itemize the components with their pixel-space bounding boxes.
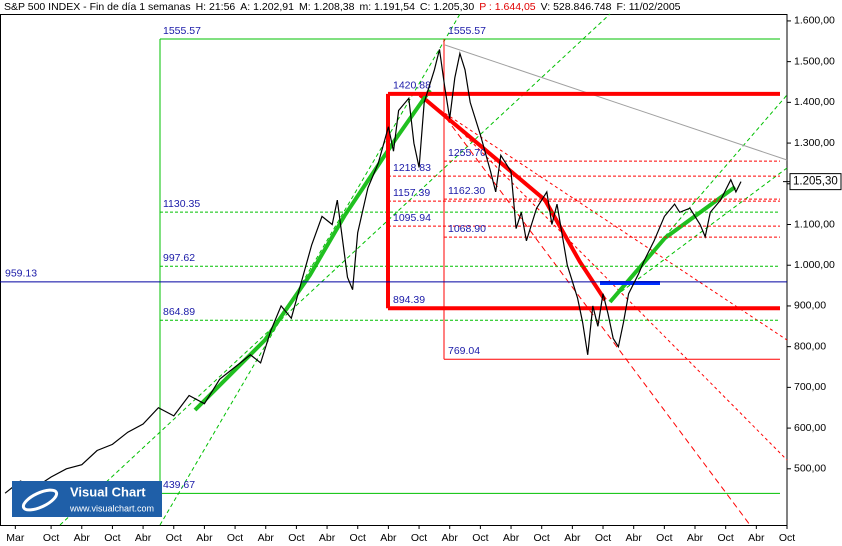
y-tick-label: 1.500,00 bbox=[794, 55, 835, 67]
x-tick-label: Oct bbox=[656, 532, 672, 544]
down-trend bbox=[418, 93, 607, 302]
header-stat: P : 1.644,05 bbox=[479, 1, 536, 13]
x-tick-label: Abr bbox=[319, 532, 336, 544]
x-tick-label: Mar bbox=[6, 532, 25, 544]
header-stat: H: 21:56 bbox=[196, 1, 236, 13]
y-tick-label: 1.100,00 bbox=[794, 218, 835, 230]
plot-frame bbox=[0, 14, 788, 526]
support-label: 959.13 bbox=[5, 268, 37, 280]
y-tick-label: 1.000,00 bbox=[794, 259, 835, 271]
fan-line bbox=[609, 167, 788, 301]
level-label: 1420.88 bbox=[393, 80, 431, 92]
x-tick-label: Abr bbox=[687, 532, 704, 544]
header-stat: C: 1.205,30 bbox=[420, 1, 474, 13]
level-label: 894.39 bbox=[393, 294, 425, 306]
fan-line bbox=[59, 13, 611, 526]
x-tick-label: Oct bbox=[166, 532, 182, 544]
up-trend bbox=[193, 88, 432, 412]
x-tick-label: Abr bbox=[503, 532, 520, 544]
header: S&P 500 INDEX - Fin de día 1 semanas H: 2… bbox=[4, 1, 681, 13]
logo-name: Visual Chart bbox=[70, 484, 146, 499]
x-tick-label: Oct bbox=[350, 532, 366, 544]
level-label: 1555.57 bbox=[448, 25, 486, 37]
y-tick-label: 900,00 bbox=[794, 300, 826, 312]
header-stat: V: 528.846.748 bbox=[541, 1, 612, 13]
x-tick-label: Abr bbox=[380, 532, 397, 544]
logo-swirl bbox=[21, 488, 59, 512]
x-tick-label: Oct bbox=[227, 532, 243, 544]
level-label: 1162.30 bbox=[448, 185, 485, 197]
level-label: 1157.39 bbox=[393, 187, 430, 199]
y-tick-label: 700,00 bbox=[794, 381, 826, 393]
x-tick-label: Abr bbox=[626, 532, 643, 544]
y-tick-label: 500,00 bbox=[794, 463, 826, 475]
fan-line bbox=[159, 13, 461, 526]
header-stat: A: 1.202,91 bbox=[240, 1, 294, 13]
x-tick-label: Abr bbox=[564, 532, 581, 544]
level-label: 439.67 bbox=[163, 479, 195, 491]
level-label: 864.89 bbox=[163, 306, 195, 318]
y-tick-label: 1.300,00 bbox=[794, 137, 835, 149]
x-tick-label: Oct bbox=[472, 532, 488, 544]
logo-box bbox=[12, 481, 162, 517]
header-stat: F: 11/02/2005 bbox=[616, 1, 680, 13]
last-price-label: 1.205,30 bbox=[793, 176, 838, 188]
level-label: 997.62 bbox=[163, 252, 195, 264]
y-tick-label: 1.400,00 bbox=[794, 96, 835, 108]
level-label: 1555.57 bbox=[163, 25, 201, 37]
resistance-line bbox=[444, 44, 788, 161]
x-tick-label: Oct bbox=[779, 532, 795, 544]
y-tick-label: 600,00 bbox=[794, 422, 826, 434]
header-stat: M: 1.208,38 bbox=[299, 1, 355, 13]
header-title: S&P 500 INDEX - Fin de día 1 semanas bbox=[4, 1, 191, 13]
level-label: 1218.83 bbox=[393, 162, 431, 174]
last-price-box bbox=[789, 173, 842, 191]
x-tick-label: Abr bbox=[748, 532, 765, 544]
level-label: 1095.94 bbox=[393, 212, 431, 224]
x-tick-label: Oct bbox=[411, 532, 427, 544]
fan-line bbox=[439, 109, 751, 526]
x-tick-label: Abr bbox=[135, 532, 152, 544]
x-tick-label: Abr bbox=[258, 532, 275, 544]
level-label: 769.04 bbox=[448, 345, 480, 357]
trend-lines bbox=[59, 13, 788, 526]
x-tick-label: Abr bbox=[442, 532, 459, 544]
level-label: 1130.35 bbox=[163, 198, 200, 210]
y-tick-label: 1.600,00 bbox=[794, 15, 835, 27]
x-tick-label: Oct bbox=[595, 532, 611, 544]
x-tick-label: Oct bbox=[43, 532, 59, 544]
x-tick-label: Abr bbox=[196, 532, 213, 544]
x-tick-label: Abr bbox=[74, 532, 91, 544]
header-stat: m: 1.191,54 bbox=[359, 1, 415, 13]
level-label: 1255.70 bbox=[448, 147, 486, 159]
logo-url: www.visualchart.com bbox=[69, 503, 154, 513]
up-trend bbox=[608, 185, 737, 304]
x-tick-label: Oct bbox=[288, 532, 304, 544]
y-tick-label: 800,00 bbox=[794, 340, 826, 352]
logo: Visual Chart www.visualchart.com bbox=[12, 481, 162, 517]
x-tick-label: Oct bbox=[104, 532, 120, 544]
level-label: 1068.90 bbox=[448, 223, 486, 235]
x-tick-label: Oct bbox=[718, 532, 734, 544]
price-line bbox=[4, 49, 742, 494]
x-tick-label: Oct bbox=[534, 532, 550, 544]
